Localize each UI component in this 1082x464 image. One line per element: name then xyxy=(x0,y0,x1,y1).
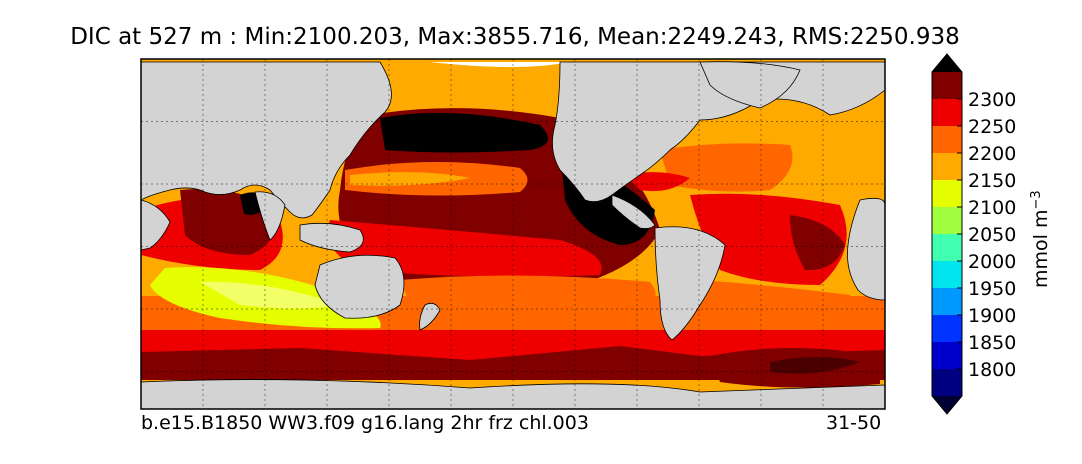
map-area xyxy=(141,59,885,409)
colorbar: 1800 1850 1900 1950 2000 2050 2100 2150 2200 2250… xyxy=(931,53,1052,415)
colorbar-tick-label: 2200 xyxy=(968,143,1016,165)
map-frame xyxy=(140,58,886,410)
south-america xyxy=(654,226,726,341)
south-atlantic-orange xyxy=(700,280,850,330)
arctic-white-2 xyxy=(430,62,570,67)
colorbar-segment xyxy=(932,72,962,99)
case-name-label: b.e15.B1850 WW3.f09 g16.lang 2hr frz chl… xyxy=(141,412,589,434)
africa-east xyxy=(847,197,885,301)
india xyxy=(254,191,286,241)
colorbar-segment xyxy=(932,369,962,396)
colorbar-segment xyxy=(932,153,962,180)
australia xyxy=(314,254,405,319)
colorbar-tick-label: 1950 xyxy=(968,278,1016,300)
colorbar-tick-label: 2150 xyxy=(968,170,1016,192)
chart-title: DIC at 527 m : Min:2100.203, Max:3855.71… xyxy=(70,24,960,50)
colorbar-segment xyxy=(932,342,962,369)
north-america xyxy=(552,61,885,203)
colorbar-tick-label: 1900 xyxy=(968,305,1016,327)
colorbar-over-triangle xyxy=(932,54,962,72)
central-america xyxy=(611,194,656,229)
colorbar-tick-label: 2250 xyxy=(968,116,1016,138)
colorbar-segment xyxy=(932,315,962,342)
kuroshio-core xyxy=(350,172,470,186)
colorbar-segment xyxy=(932,288,962,315)
south-indian-pale xyxy=(200,281,340,309)
colorbar-outline xyxy=(931,53,963,415)
colorbar-tick-label: 1800 xyxy=(968,359,1016,381)
greenland xyxy=(699,61,801,109)
colorbar-tick-label: 2300 xyxy=(968,89,1016,111)
gridlines xyxy=(141,59,885,409)
colorbar-segment xyxy=(932,99,962,126)
east-atlantic-maroon xyxy=(790,215,845,271)
colorbar-tick-label: 2050 xyxy=(968,224,1016,246)
colorbar-segment xyxy=(932,126,962,153)
colorbar-segment xyxy=(932,234,962,261)
colorbar-segment xyxy=(932,207,962,234)
years-label: 31-50 xyxy=(826,412,882,434)
new-zealand xyxy=(419,302,441,331)
north-pacific-black xyxy=(380,112,548,153)
colorbar-under-triangle xyxy=(932,396,962,414)
colorbar-tick-label: 2000 xyxy=(968,251,1016,273)
north-atlantic-orange xyxy=(660,143,793,192)
colorbar-tick-label: 1850 xyxy=(968,332,1016,354)
south-pacific-orange xyxy=(400,275,656,311)
colorbar-segment xyxy=(932,261,962,288)
weddell-core xyxy=(770,357,860,374)
colorbar-unit-label: mmol m−3 xyxy=(1029,190,1052,288)
europe-asia-landmass xyxy=(141,61,392,219)
north-atlantic-red-patch xyxy=(625,172,690,192)
colorbar-tick-label: 2100 xyxy=(968,197,1016,219)
colorbar-segment xyxy=(932,180,962,207)
land xyxy=(141,61,885,409)
